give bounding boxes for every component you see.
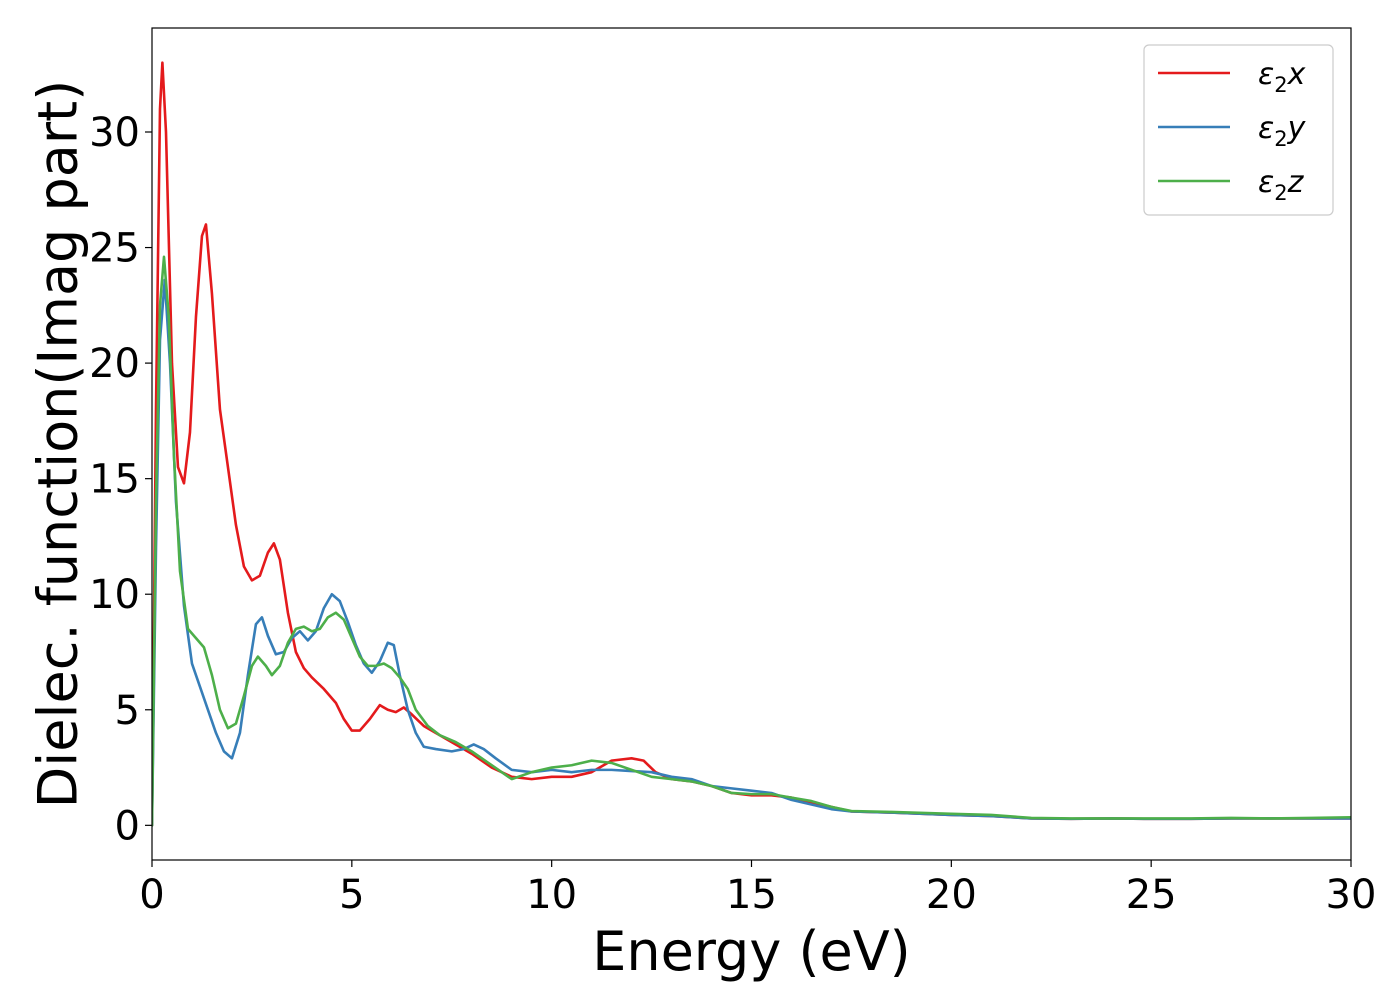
legend-box: [1143, 44, 1334, 216]
series-line-z: [152, 255, 1351, 827]
legend-label-z: ε2z: [1258, 165, 1305, 205]
x-axis-title: Energy (eV): [592, 920, 911, 983]
x-tick-label: 0: [139, 872, 164, 918]
y-tick-label: 25: [89, 226, 140, 272]
x-tick-label: 20: [926, 872, 977, 918]
x-tick-label: 25: [1126, 872, 1177, 918]
y-tick-label: 15: [89, 457, 140, 503]
series-layer: [152, 61, 1351, 827]
ticks-layer: 0 5 10 15 20 25 30 0 5 10 15 20 25 30: [89, 110, 1376, 918]
legend-label-y: ε2y: [1258, 111, 1307, 151]
legend-label-x: ε2x: [1258, 57, 1306, 97]
y-tick-label: 30: [89, 110, 140, 156]
x-tick-label: 15: [726, 872, 777, 918]
y-tick-label: 0: [115, 803, 140, 849]
x-tick-label: 5: [339, 872, 364, 918]
y-tick-label: 5: [115, 688, 140, 734]
y-tick-label: 10: [89, 572, 140, 618]
y-tick-label: 20: [89, 341, 140, 387]
y-axis-title: Dielec. function(Imag part): [27, 80, 90, 809]
x-tick-label: 30: [1326, 872, 1377, 918]
x-tick-label: 10: [526, 872, 577, 918]
legend: ε2x ε2y ε2z: [1143, 44, 1334, 216]
